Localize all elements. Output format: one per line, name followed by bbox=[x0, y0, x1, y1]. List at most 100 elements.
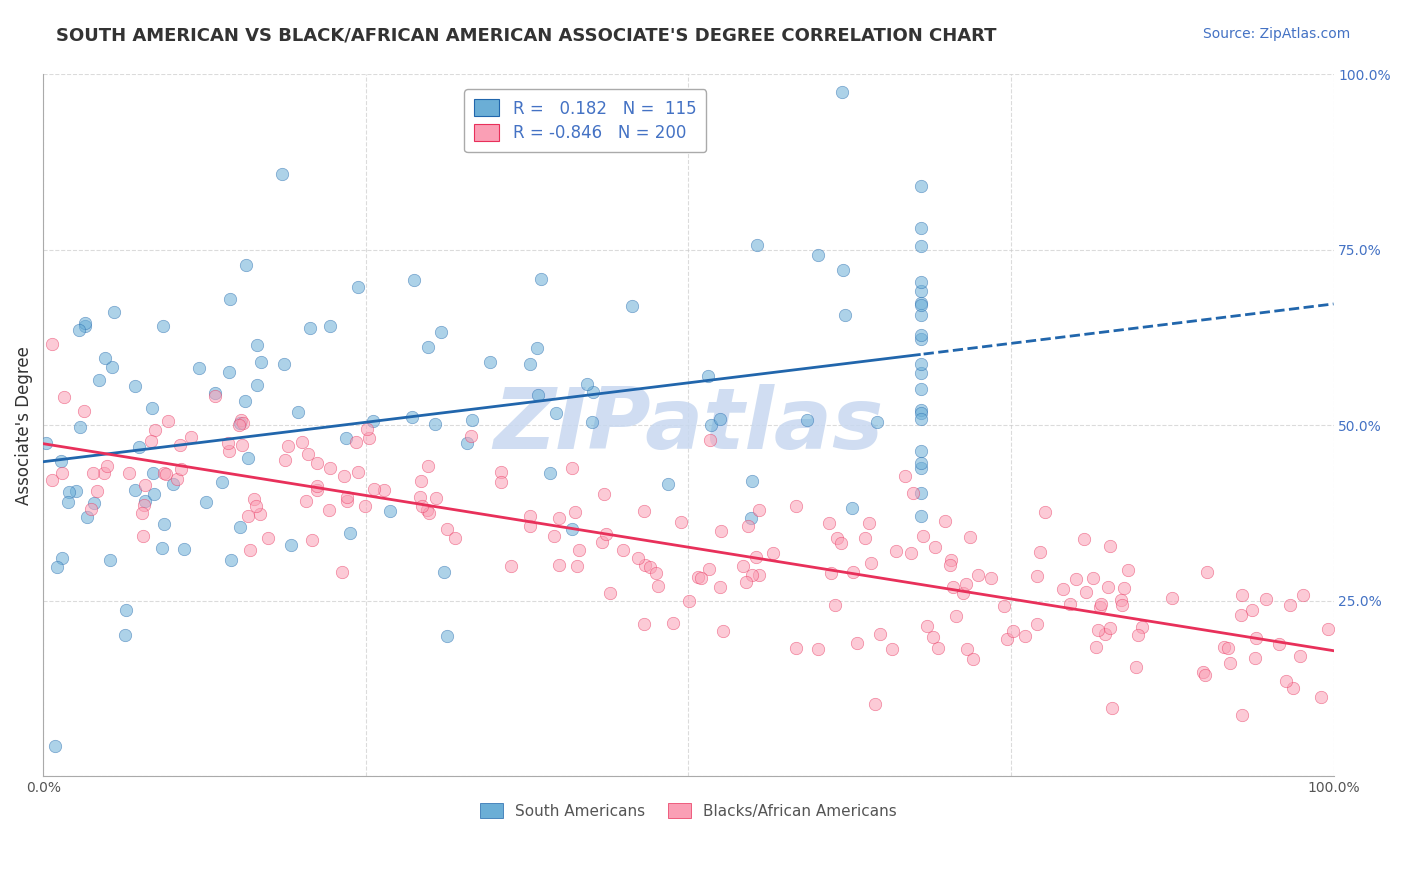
Point bbox=[143, 423, 166, 437]
Y-axis label: Associate's Degree: Associate's Degree bbox=[15, 346, 32, 505]
Point bbox=[686, 570, 709, 584]
Text: SOUTH AMERICAN VS BLACK/AFRICAN AMERICAN ASSOCIATE'S DEGREE CORRELATION CHART: SOUTH AMERICAN VS BLACK/AFRICAN AMERICAN… bbox=[56, 27, 997, 45]
Point bbox=[709, 524, 731, 539]
Point bbox=[830, 535, 852, 549]
Point bbox=[1101, 701, 1123, 715]
Point bbox=[592, 487, 614, 501]
Point bbox=[561, 522, 583, 536]
Point bbox=[319, 460, 342, 475]
Point bbox=[134, 493, 156, 508]
Point bbox=[1130, 620, 1153, 634]
Point bbox=[841, 501, 863, 516]
Point bbox=[114, 603, 136, 617]
Point bbox=[824, 599, 846, 613]
Point bbox=[612, 542, 634, 557]
Point bbox=[595, 527, 617, 541]
Point bbox=[356, 422, 378, 436]
Point bbox=[910, 239, 932, 253]
Point bbox=[245, 338, 267, 352]
Point bbox=[411, 474, 433, 488]
Point bbox=[402, 273, 425, 287]
Point bbox=[246, 378, 269, 392]
Point bbox=[96, 458, 118, 473]
Point bbox=[194, 494, 217, 508]
Point bbox=[591, 534, 613, 549]
Point bbox=[489, 465, 512, 479]
Point bbox=[173, 542, 195, 557]
Point bbox=[218, 443, 240, 458]
Point bbox=[257, 531, 280, 545]
Point bbox=[567, 559, 589, 574]
Point bbox=[82, 466, 104, 480]
Point bbox=[796, 413, 818, 427]
Point bbox=[678, 593, 700, 607]
Point bbox=[305, 483, 328, 497]
Point bbox=[699, 562, 721, 576]
Point bbox=[236, 450, 259, 465]
Point bbox=[73, 404, 96, 418]
Point bbox=[499, 558, 522, 573]
Point bbox=[910, 461, 932, 475]
Point bbox=[143, 486, 166, 500]
Point bbox=[378, 504, 401, 518]
Point bbox=[1241, 603, 1264, 617]
Point bbox=[1087, 623, 1109, 637]
Point bbox=[218, 365, 240, 379]
Point bbox=[291, 434, 314, 449]
Point bbox=[204, 386, 226, 401]
Point bbox=[401, 410, 423, 425]
Point bbox=[169, 438, 191, 452]
Point bbox=[1230, 588, 1253, 602]
Point bbox=[41, 474, 63, 488]
Point bbox=[910, 508, 932, 523]
Point bbox=[956, 641, 979, 656]
Point bbox=[98, 553, 121, 567]
Legend: South Americans, Blacks/African Americans: South Americans, Blacks/African American… bbox=[474, 797, 903, 825]
Point bbox=[910, 443, 932, 458]
Point bbox=[52, 390, 75, 404]
Point bbox=[1099, 621, 1122, 635]
Point bbox=[1097, 580, 1119, 594]
Point bbox=[745, 550, 768, 565]
Point bbox=[243, 492, 266, 507]
Point bbox=[576, 376, 599, 391]
Point bbox=[478, 355, 501, 369]
Point bbox=[939, 553, 962, 567]
Point bbox=[1161, 591, 1184, 605]
Point bbox=[93, 466, 115, 480]
Point bbox=[1081, 570, 1104, 584]
Point bbox=[86, 484, 108, 499]
Point bbox=[922, 631, 945, 645]
Point bbox=[363, 482, 385, 496]
Point bbox=[58, 495, 80, 509]
Point bbox=[745, 238, 768, 252]
Point bbox=[582, 384, 605, 399]
Point bbox=[910, 486, 932, 500]
Point bbox=[1268, 637, 1291, 651]
Point bbox=[280, 538, 302, 552]
Point bbox=[1090, 597, 1112, 611]
Point bbox=[76, 509, 98, 524]
Point bbox=[443, 531, 465, 545]
Point bbox=[1001, 624, 1024, 639]
Point bbox=[1074, 584, 1097, 599]
Point bbox=[359, 431, 381, 445]
Point bbox=[538, 466, 561, 480]
Point bbox=[581, 415, 603, 429]
Point bbox=[831, 262, 853, 277]
Point bbox=[339, 526, 361, 541]
Point bbox=[1025, 569, 1047, 583]
Point bbox=[418, 507, 440, 521]
Point bbox=[820, 566, 842, 581]
Point bbox=[460, 429, 482, 443]
Point bbox=[239, 542, 262, 557]
Point bbox=[638, 559, 661, 574]
Point bbox=[128, 440, 150, 454]
Point bbox=[94, 351, 117, 365]
Point bbox=[934, 514, 956, 528]
Point bbox=[869, 627, 891, 641]
Point bbox=[363, 413, 385, 427]
Point bbox=[910, 298, 932, 312]
Point bbox=[124, 483, 146, 497]
Point bbox=[846, 636, 869, 650]
